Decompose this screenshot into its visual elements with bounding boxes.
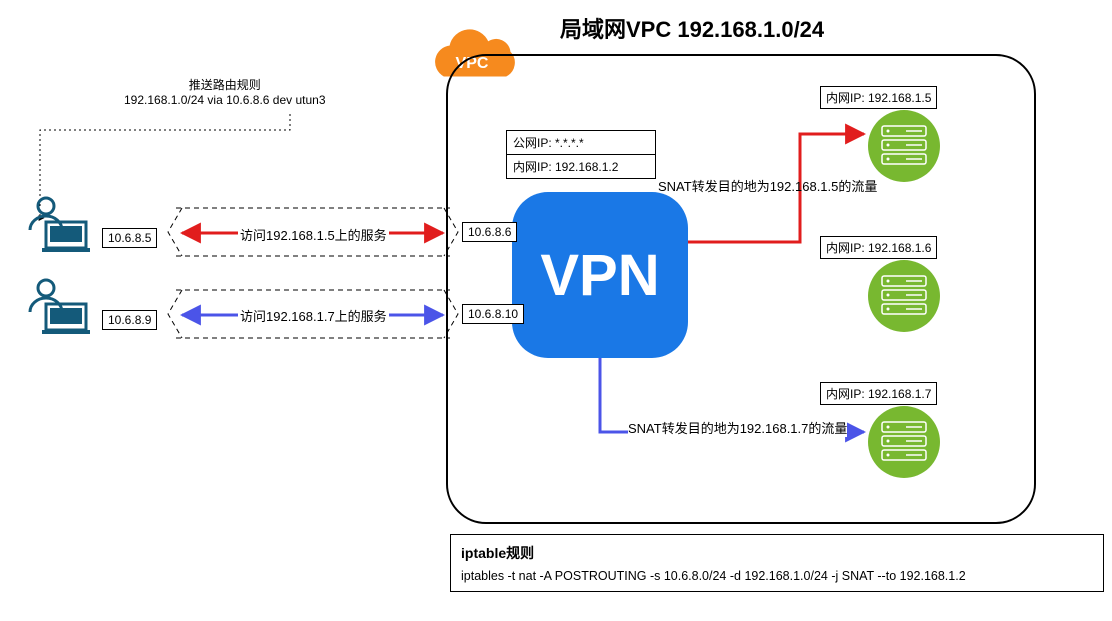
- vpn-tun-ip-1: 10.6.8.10: [462, 304, 524, 324]
- vpn-label: VPN: [540, 242, 659, 309]
- user-icon: [30, 198, 90, 252]
- iptables-cmd: iptables -t nat -A POSTROUTING -s 10.6.8…: [461, 569, 1093, 583]
- route-hint-line2: 192.168.1.0/24 via 10.6.8.6 dev utun3: [124, 93, 326, 107]
- snat-label-0: SNAT转发目的地为192.168.1.5的流量: [658, 176, 877, 195]
- vpn-private-ip: 内网IP: 192.168.1.2: [507, 155, 655, 178]
- user-ip-1: 10.6.8.9: [102, 310, 157, 330]
- access-label-0: 访问192.168.1.5上的服务: [238, 225, 389, 244]
- vpn-tun-ip-0: 10.6.8.6: [462, 222, 517, 242]
- server-label-0: 内网IP: 192.168.1.5: [820, 86, 937, 109]
- server-label-1: 内网IP: 192.168.1.6: [820, 236, 937, 259]
- route-hint-line1: 推送路由规则: [124, 76, 326, 93]
- route-hint-arrow: [40, 114, 290, 218]
- snat-label-1: SNAT转发目的地为192.168.1.7的流量: [628, 418, 847, 437]
- vpn-info-box: 公网IP: *.*.*.* 内网IP: 192.168.1.2: [506, 130, 656, 179]
- user-icon: [30, 280, 90, 334]
- user-ip-0: 10.6.8.5: [102, 228, 157, 248]
- vpn-public-ip: 公网IP: *.*.*.*: [507, 131, 655, 155]
- server-label-2: 内网IP: 192.168.1.7: [820, 382, 937, 405]
- route-hint: 推送路由规则 192.168.1.0/24 via 10.6.8.6 dev u…: [124, 76, 326, 107]
- vpn-node: VPN: [512, 192, 688, 358]
- access-label-1: 访问192.168.1.7上的服务: [238, 306, 389, 325]
- iptables-box: iptable规则 iptables -t nat -A POSTROUTING…: [450, 534, 1104, 592]
- iptables-title: iptable规则: [461, 543, 1093, 563]
- vpc-title: 局域网VPC 192.168.1.0/24: [560, 12, 824, 44]
